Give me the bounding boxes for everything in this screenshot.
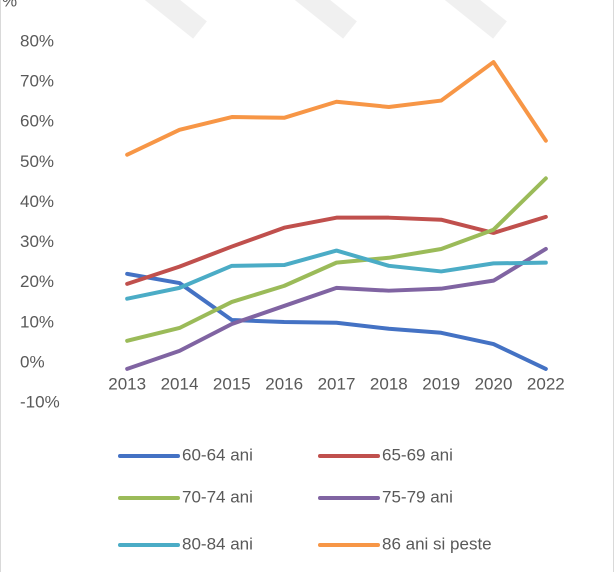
line-series — [125, 271, 548, 371]
legend-label: 60-64 ani — [182, 445, 253, 464]
x-tick-label: 2015 — [213, 374, 251, 393]
y-tick-label: 20% — [20, 272, 54, 291]
line-series — [125, 176, 548, 343]
legend-label: 86 ani si peste — [382, 534, 492, 553]
line-series — [125, 248, 548, 301]
x-tick-label: 2014 — [161, 374, 199, 393]
legend-label: 70-74 ani — [182, 487, 253, 506]
watermark — [144, 0, 507, 39]
line-series — [125, 214, 548, 286]
x-tick-label: 2020 — [475, 374, 513, 393]
legend-label: 65-69 ani — [382, 445, 453, 464]
line-series — [125, 60, 548, 157]
legend-label: 80-84 ani — [182, 534, 253, 553]
x-tick-label: 2018 — [370, 374, 408, 393]
y-tick-label: 80% — [20, 31, 54, 50]
x-tick-label: 2022 — [527, 374, 565, 393]
legend-label: 75-79 ani — [382, 487, 453, 506]
x-tick-label: 2017 — [318, 374, 356, 393]
x-tick-label: 2016 — [265, 374, 303, 393]
y-tick-label: -10% — [20, 392, 60, 411]
y-tick-label: 50% — [20, 152, 54, 171]
y-tick-label: 70% — [20, 72, 54, 91]
y-tick-label: 40% — [20, 192, 54, 211]
y-tick-label: 60% — [20, 112, 54, 131]
line-series — [125, 246, 548, 371]
y-tick-label: 0% — [20, 352, 45, 371]
y-tick-label: 10% — [20, 312, 54, 331]
x-tick-label: 2013 — [108, 374, 146, 393]
y-axis-label: % — [2, 0, 17, 10]
x-tick-label: 2019 — [422, 374, 460, 393]
y-tick-label: 30% — [20, 232, 54, 251]
